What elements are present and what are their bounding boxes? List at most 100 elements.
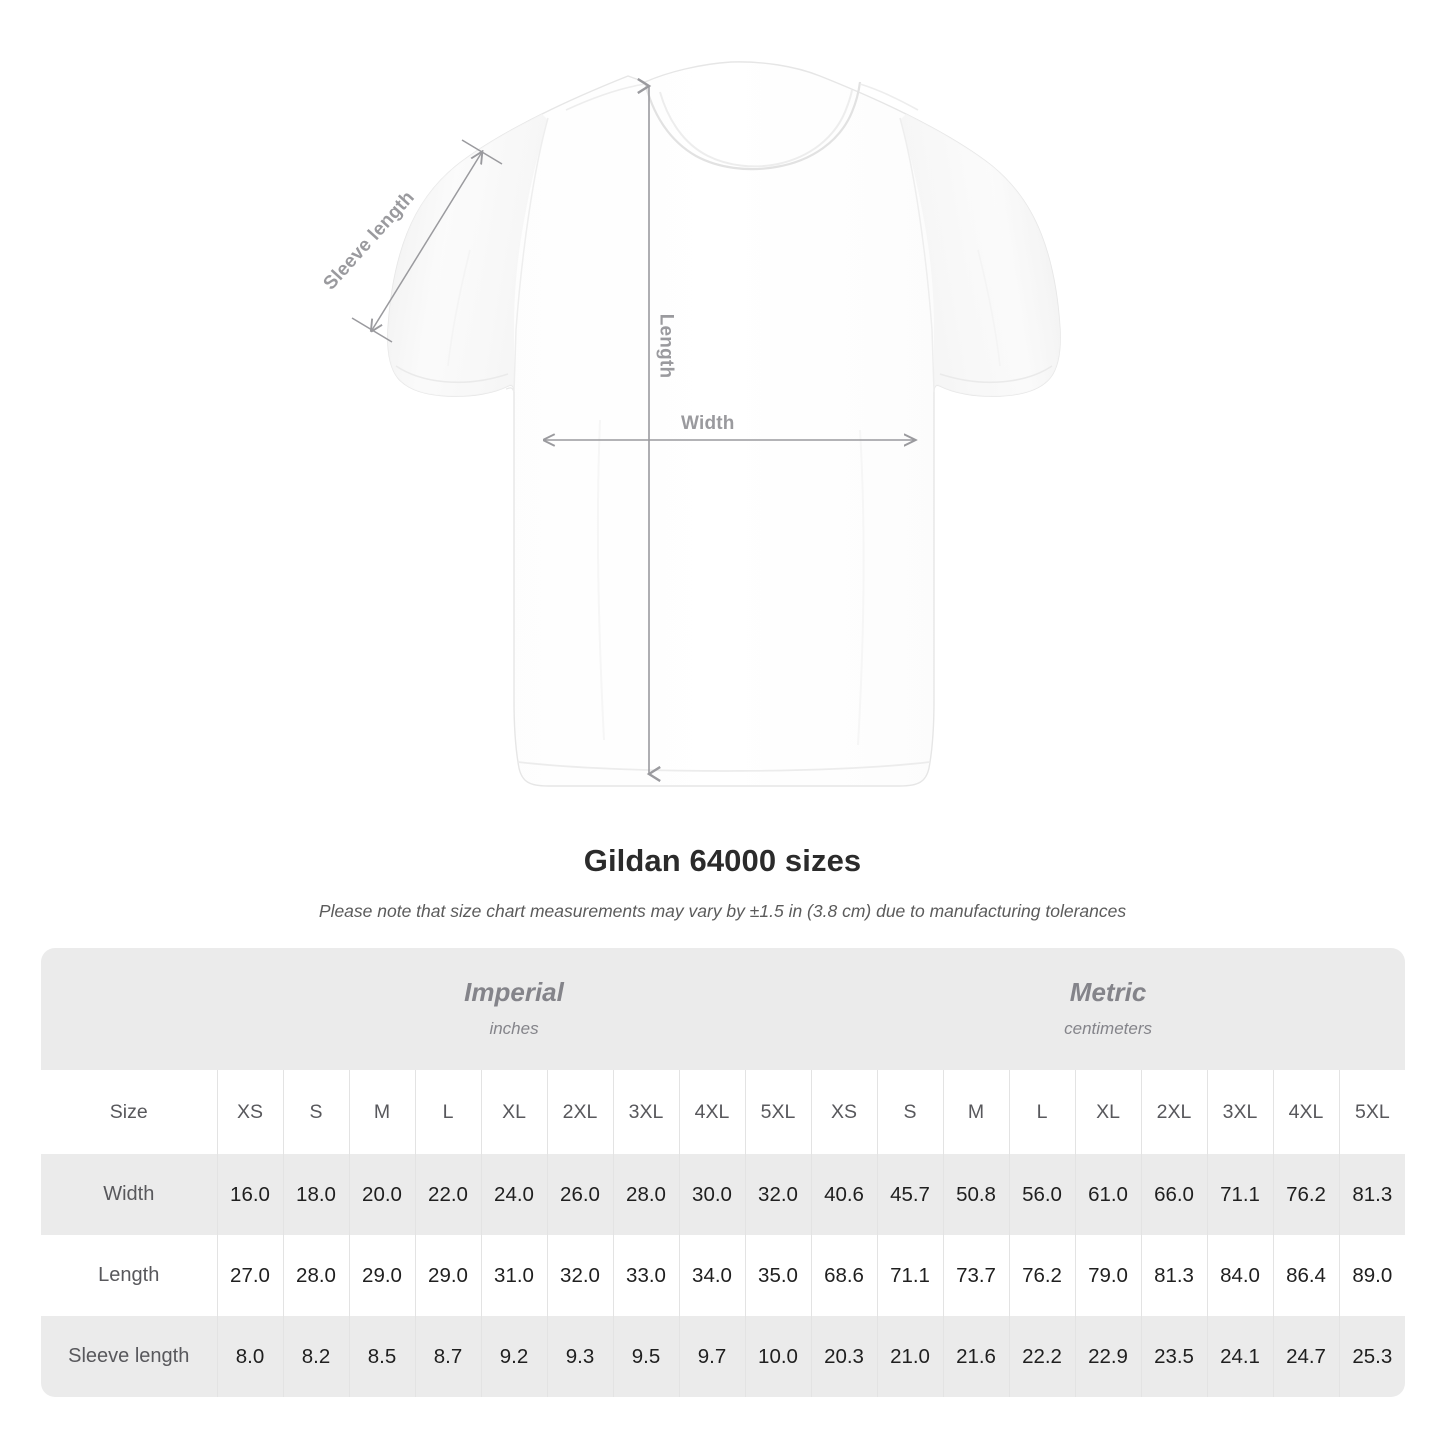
cell-sleeve-metric-4xl: 24.7 [1272,1316,1340,1397]
imperial-banner: Imperial inches [217,948,812,1070]
cell-sleeve-imperial-m: 8.5 [348,1316,415,1397]
cell-length-imperial-4xl: 34.0 [678,1235,745,1316]
metric-unit: centimeters [1064,1018,1153,1038]
row-label-length: Length [41,1235,217,1316]
unit-system-banner-row: Imperial inches Metric centimeters [41,948,1406,1070]
cell-length-imperial-s: 28.0 [282,1235,349,1316]
cell-width-imperial-xl: 24.0 [480,1154,547,1235]
cell-length-metric-4xl: 86.4 [1272,1235,1340,1316]
cell-sleeve-metric-m: 21.6 [942,1316,1010,1397]
cell-sleeve-metric-xl: 22.9 [1074,1316,1142,1397]
table-row-width: Width 16.0 18.0 20.0 22.0 24.0 26.0 28.0… [41,1154,1406,1235]
cell-sleeve-metric-l: 22.2 [1008,1316,1076,1397]
cell-length-imperial-xl: 31.0 [480,1235,547,1316]
column-header-metric-s: S [876,1070,944,1154]
cell-width-imperial-2xl: 26.0 [546,1154,613,1235]
cell-sleeve-metric-xs: 20.3 [810,1316,878,1397]
cell-sleeve-imperial-4xl: 9.7 [678,1316,745,1397]
column-header-imperial-4xl: 4XL [678,1070,745,1154]
cell-length-metric-m: 73.7 [942,1235,1010,1316]
table-row-sleeve-length: Sleeve length 8.0 8.2 8.5 8.7 9.2 9.3 9.… [41,1316,1406,1397]
cell-width-metric-3xl: 71.1 [1206,1154,1274,1235]
cell-length-metric-l: 76.2 [1008,1235,1076,1316]
cell-length-metric-5xl: 89.0 [1338,1235,1406,1316]
cell-width-imperial-4xl: 30.0 [678,1154,745,1235]
cell-sleeve-imperial-xs: 8.0 [216,1316,283,1397]
cell-width-metric-s: 45.7 [876,1154,944,1235]
column-header-imperial-5xl: 5XL [744,1070,812,1154]
cell-sleeve-metric-3xl: 24.1 [1206,1316,1274,1397]
cell-width-metric-l: 56.0 [1008,1154,1076,1235]
column-header-metric-5xl: 5XL [1338,1070,1406,1154]
table-row-length: Length 27.0 28.0 29.0 29.0 31.0 32.0 33.… [41,1235,1406,1316]
cell-length-imperial-5xl: 35.0 [744,1235,812,1316]
column-header-imperial-m: M [348,1070,415,1154]
column-header-metric-4xl: 4XL [1272,1070,1340,1154]
cell-width-imperial-3xl: 28.0 [612,1154,679,1235]
cell-width-imperial-5xl: 32.0 [744,1154,812,1235]
cell-length-metric-s: 71.1 [876,1235,944,1316]
column-header-imperial-2xl: 2XL [546,1070,613,1154]
column-header-size: Size [41,1070,217,1154]
cell-sleeve-imperial-l: 8.7 [414,1316,481,1397]
column-header-imperial-xs: XS [216,1070,283,1154]
metric-system-name: Metric [1069,977,1147,1008]
tolerance-note: Please note that size chart measurements… [318,901,1127,921]
cell-sleeve-imperial-2xl: 9.3 [546,1316,613,1397]
cell-width-metric-m: 50.8 [942,1154,1010,1235]
cell-length-imperial-3xl: 33.0 [612,1235,679,1316]
column-header-metric-xl: XL [1074,1070,1142,1154]
cell-length-imperial-m: 29.0 [348,1235,415,1316]
cell-width-metric-xl: 61.0 [1074,1154,1142,1235]
tshirt-measurement-diagram: Sleeve length Length Width [320,61,1061,787]
length-label: Length [655,313,677,379]
row-label-sleeve-length: Sleeve length [41,1316,217,1397]
cell-sleeve-metric-5xl: 25.3 [1338,1316,1406,1397]
cell-sleeve-metric-s: 21.0 [876,1316,944,1397]
title-block: Gildan 64000 sizes Please note that size… [0,843,1445,922]
tshirt-illustration [351,61,1061,787]
width-label: Width [681,413,735,434]
measurement-annotations [351,86,915,774]
cell-width-metric-xs: 40.6 [810,1154,878,1235]
cell-sleeve-imperial-xl: 9.2 [480,1316,547,1397]
cell-width-imperial-xs: 16.0 [216,1154,283,1235]
cell-width-metric-5xl: 81.3 [1338,1154,1406,1235]
cell-width-imperial-l: 22.0 [414,1154,481,1235]
cell-sleeve-imperial-3xl: 9.5 [612,1316,679,1397]
column-header-metric-3xl: 3XL [1206,1070,1274,1154]
banner-spacer [41,948,217,1070]
imperial-unit: inches [489,1018,539,1038]
column-header-metric-l: L [1008,1070,1076,1154]
cell-width-imperial-s: 18.0 [282,1154,349,1235]
metric-banner: Metric centimeters [811,948,1406,1070]
sleeve-length-arrow [351,139,503,343]
column-header-imperial-l: L [414,1070,481,1154]
cell-length-metric-xs: 68.6 [810,1235,878,1316]
column-header-metric-2xl: 2XL [1140,1070,1208,1154]
cell-width-metric-4xl: 76.2 [1272,1154,1340,1235]
page-title: Gildan 64000 sizes [583,843,862,878]
cell-width-metric-2xl: 66.0 [1140,1154,1208,1235]
cell-length-metric-xl: 79.0 [1074,1235,1142,1316]
imperial-system-name: Imperial [464,977,564,1008]
cell-length-metric-3xl: 84.0 [1206,1235,1274,1316]
tshirt-silhouette [387,61,1061,787]
size-chart-table-wrapper: Imperial inches Metric centimeters Size … [41,948,1406,1397]
column-header-metric-m: M [942,1070,1010,1154]
column-header-metric-xs: XS [810,1070,878,1154]
cell-length-metric-2xl: 81.3 [1140,1235,1208,1316]
cell-sleeve-metric-2xl: 23.5 [1140,1316,1208,1397]
column-header-imperial-xl: XL [480,1070,547,1154]
cell-sleeve-imperial-s: 8.2 [282,1316,349,1397]
cell-length-imperial-l: 29.0 [414,1235,481,1316]
column-header-imperial-3xl: 3XL [612,1070,679,1154]
cell-length-imperial-2xl: 32.0 [546,1235,613,1316]
cell-width-imperial-m: 20.0 [348,1154,415,1235]
cell-length-imperial-xs: 27.0 [216,1235,283,1316]
column-header-imperial-s: S [282,1070,349,1154]
cell-sleeve-imperial-5xl: 10.0 [744,1316,812,1397]
row-label-width: Width [41,1154,217,1235]
size-header-row: Size XS S M L XL 2XL 3XL 4XL 5XL XS S M … [41,1070,1406,1154]
size-chart-table: Imperial inches Metric centimeters Size … [41,948,1406,1397]
